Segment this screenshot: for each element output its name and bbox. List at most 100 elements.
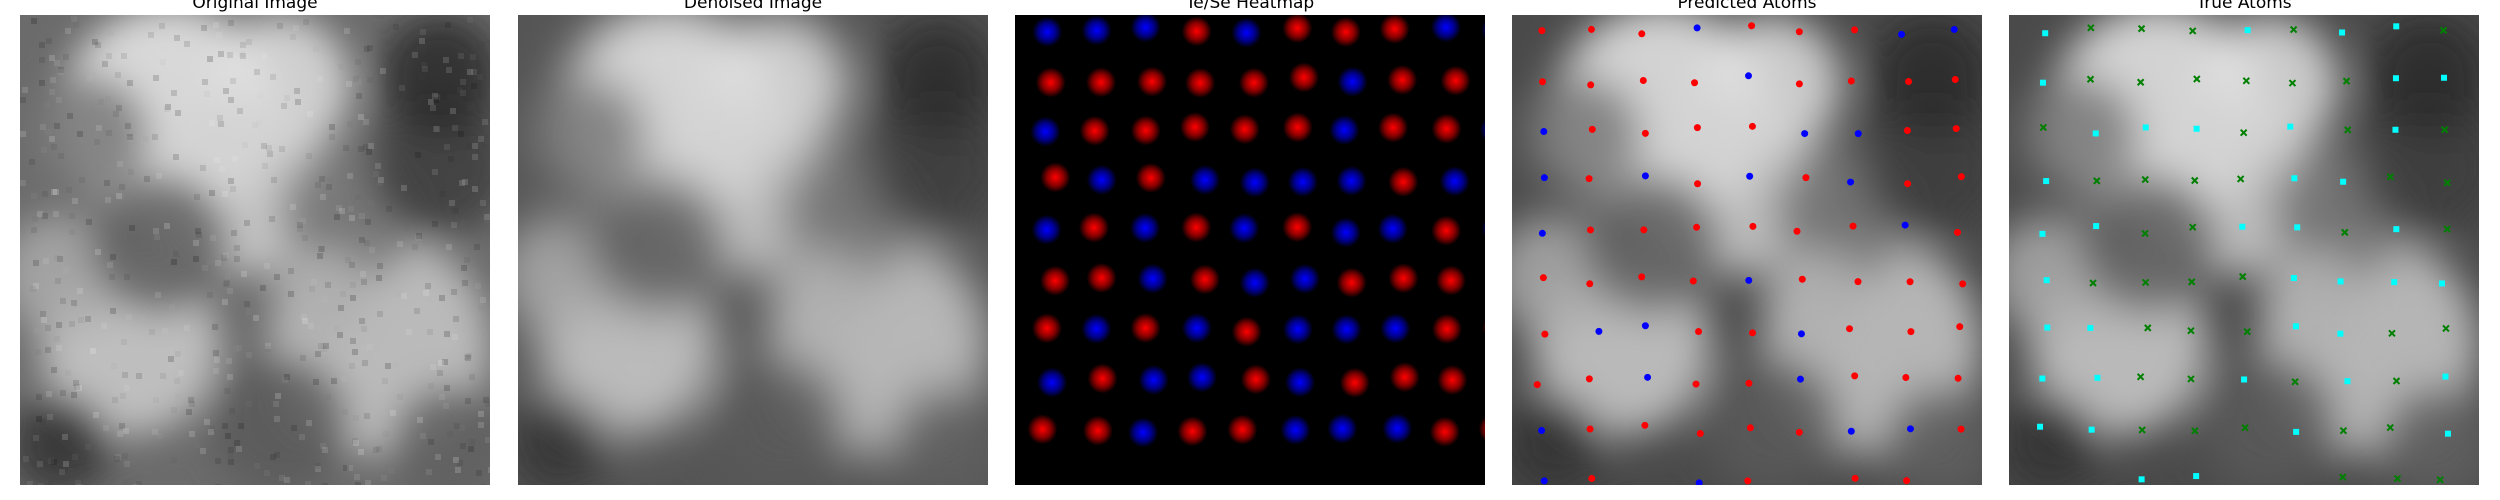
true-atom-x-marker xyxy=(2442,324,2450,333)
true-atom-x-marker xyxy=(2087,24,2095,32)
predicted-atom-marker xyxy=(1691,79,1699,87)
true-atom-x-marker xyxy=(2238,272,2247,281)
true-atom-square-marker xyxy=(2087,324,2094,331)
true-atom-x-marker xyxy=(2187,326,2195,335)
predicted-atom-marker xyxy=(1951,76,1959,84)
predicted-atom-marker xyxy=(1585,175,1593,183)
heatmap-spot xyxy=(1031,313,1062,344)
predicted-atom-marker xyxy=(1748,22,1756,30)
true-atom-square-marker xyxy=(2142,124,2149,131)
true-atom-square-marker xyxy=(2039,230,2046,237)
predicted-atom-marker xyxy=(1904,180,1912,188)
predicted-atom-marker xyxy=(1641,129,1649,137)
heatmap-spot xyxy=(1437,365,1468,396)
predicted-atom-marker xyxy=(1695,328,1703,336)
panel-original-image: Original Image xyxy=(20,0,490,500)
true-atom-x-marker xyxy=(2141,278,2150,287)
true-atom-square-marker xyxy=(2241,376,2248,383)
true-atom-x-marker xyxy=(2187,375,2195,383)
heatmap-spot xyxy=(1282,15,1313,44)
predicted-atom-marker xyxy=(1906,278,1914,286)
predicted-atom-marker xyxy=(1746,172,1754,180)
predicted-atom-marker xyxy=(1903,127,1911,135)
heatmap-spot xyxy=(1387,64,1418,95)
predicted-atom-marker xyxy=(1539,78,1547,86)
heatmap-spot xyxy=(1189,264,1220,295)
true-atom-x-marker xyxy=(2137,24,2146,33)
true-atom-x-marker xyxy=(2289,25,2298,34)
true-atom-x-marker xyxy=(2344,126,2352,134)
true-atom-x-marker xyxy=(2241,423,2249,432)
predicted-atom-marker xyxy=(1586,226,1594,234)
heatmap-spot xyxy=(1388,166,1419,197)
heatmap-spot xyxy=(1481,20,1485,40)
true-atom-x-marker xyxy=(2342,77,2351,85)
true-atoms-image xyxy=(2009,15,2479,485)
predicted-atom-marker xyxy=(1796,375,1804,383)
true-atom-x-marker xyxy=(2236,175,2245,183)
true-atom-square-marker xyxy=(2391,279,2398,286)
predicted-atom-marker xyxy=(1793,227,1801,235)
heatmap-spot xyxy=(1231,316,1262,347)
predicted-atom-marker xyxy=(1745,72,1753,80)
true-atom-x-marker xyxy=(2188,278,2196,286)
predicted-atom-marker xyxy=(1957,425,1965,433)
heatmap-spot xyxy=(1135,162,1166,193)
heatmap-spot xyxy=(1431,113,1462,144)
true-atom-x-marker xyxy=(2089,279,2097,287)
predicted-atom-marker xyxy=(1802,174,1810,182)
predicted-atom-marker xyxy=(1644,373,1652,381)
true-atom-x-marker xyxy=(2443,179,2452,187)
heatmap-spot xyxy=(1238,67,1269,98)
heatmap-spot xyxy=(1082,415,1113,446)
true-atom-square-marker xyxy=(2392,126,2399,133)
true-atom-square-marker xyxy=(2337,330,2344,337)
predicted-atom-marker xyxy=(1587,25,1595,33)
heatmap-spot xyxy=(1040,265,1071,296)
predicted-atom-marker xyxy=(1595,327,1603,335)
predicted-atom-marker xyxy=(1905,78,1913,86)
heatmap-spot xyxy=(1181,313,1212,344)
denoised-image xyxy=(518,15,988,485)
true-atom-square-marker xyxy=(2043,277,2050,284)
heatmap-spot xyxy=(1435,265,1466,296)
predicted-atom-marker xyxy=(1746,424,1754,432)
heatmap-spot xyxy=(1382,413,1413,444)
true-atom-x-marker xyxy=(2440,125,2449,134)
predicted-atom-marker xyxy=(1638,30,1646,38)
true-atom-square-marker xyxy=(2138,476,2145,483)
predicted-atom-marker xyxy=(1801,130,1809,138)
predicted-atom-marker xyxy=(1898,30,1906,38)
true-atom-square-marker xyxy=(2344,378,2351,385)
true-atom-square-marker xyxy=(2043,178,2050,185)
predicted-atom-marker xyxy=(1638,273,1646,281)
heatmap-spot xyxy=(1239,267,1270,298)
heatmap-spot xyxy=(1336,165,1367,196)
heatmap-spot xyxy=(1431,215,1462,246)
panel-te-se-heatmap: Te/Se Heatmap xyxy=(1015,0,1485,500)
heatmap-spot xyxy=(1086,67,1117,98)
predicted-atom-marker xyxy=(1586,425,1594,433)
predicted-atom-marker xyxy=(1641,421,1649,429)
heatmap-spot xyxy=(1138,364,1169,395)
heatmap-spot xyxy=(1285,367,1316,398)
heatmap-spot xyxy=(1040,162,1071,193)
true-atom-x-marker xyxy=(2288,79,2297,87)
predicted-atom-marker xyxy=(1745,379,1753,387)
heatmap-spot xyxy=(1227,414,1258,445)
true-atom-x-marker xyxy=(2243,327,2251,336)
true-atom-square-marker xyxy=(2037,423,2044,430)
predicted-atom-marker xyxy=(1907,328,1915,336)
heatmap-spot xyxy=(1079,212,1110,243)
true-atom-square-marker xyxy=(2039,375,2046,382)
predicted-atom-marker xyxy=(1693,223,1701,231)
predicted-atom-marker xyxy=(1748,122,1756,130)
predicted-atom-marker xyxy=(1586,280,1594,288)
true-atom-square-marker xyxy=(2292,323,2299,330)
heatmap-spot xyxy=(1282,212,1313,243)
heatmap-spot xyxy=(1482,319,1485,336)
true-atom-square-marker xyxy=(2294,224,2301,231)
predicted-atom-marker xyxy=(1798,275,1806,283)
heatmap-spot xyxy=(1429,416,1460,447)
panel-denoised-image: Denoised Image xyxy=(518,0,988,500)
